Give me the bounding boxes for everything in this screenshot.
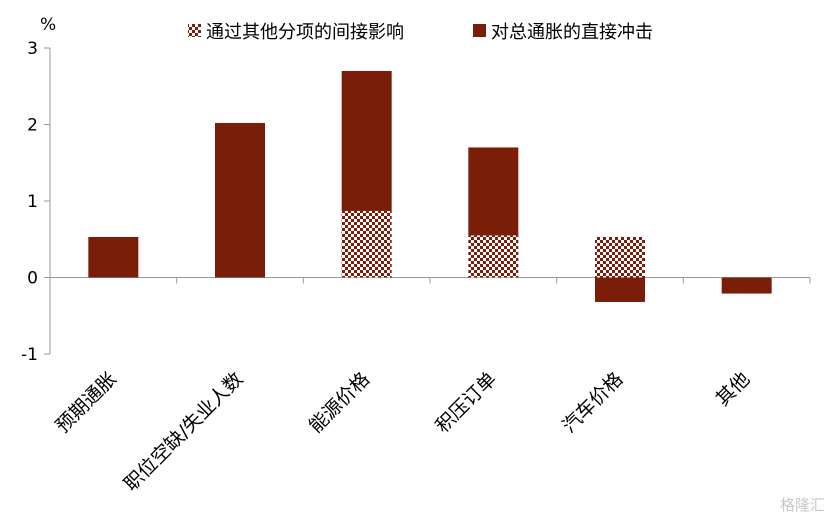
bars — [88, 70, 772, 302]
bar-indirect — [595, 236, 645, 278]
x-category-label: 其他 — [712, 368, 754, 410]
y-tick-label: 2 — [27, 116, 38, 136]
bar-indirect — [341, 210, 392, 278]
x-category-label: 汽车价格 — [558, 368, 627, 437]
bar-direct — [88, 236, 139, 278]
y-tick-label: 0 — [27, 269, 38, 289]
y-tick-label: 1 — [27, 192, 38, 212]
legend: 通过其他分项的间接影响 对总通胀的直接冲击 — [188, 22, 653, 43]
x-category-label: 积压订单 — [432, 368, 501, 437]
legend-swatch-indirect — [188, 24, 201, 37]
legend-label-direct: 对总通胀的直接冲击 — [491, 22, 653, 43]
x-category-label: 能源价格 — [305, 368, 374, 437]
legend-swatch-direct — [473, 24, 486, 37]
y-tick-label: 3 — [27, 39, 38, 59]
x-category-label: 职位空缺/失业人数 — [120, 368, 248, 496]
bar-direct — [341, 70, 392, 211]
bar-direct — [468, 147, 519, 236]
x-axis-labels: 预期通胀 职位空缺/失业人数 能源价格 积压订单 汽车价格 其他 — [52, 368, 755, 496]
axes: -1 0 1 2 3 — [21, 39, 811, 365]
x-category-label: 预期通胀 — [52, 368, 121, 437]
bar-direct — [215, 122, 265, 278]
watermark-text: 格隆汇 — [780, 496, 825, 514]
y-unit-label: % — [40, 15, 56, 35]
legend-label-indirect: 通过其他分项的间接影响 — [206, 22, 404, 43]
bar-indirect — [468, 235, 519, 278]
bar-direct — [595, 277, 645, 302]
bar-direct — [721, 277, 772, 294]
y-tick-label: -1 — [21, 345, 38, 365]
